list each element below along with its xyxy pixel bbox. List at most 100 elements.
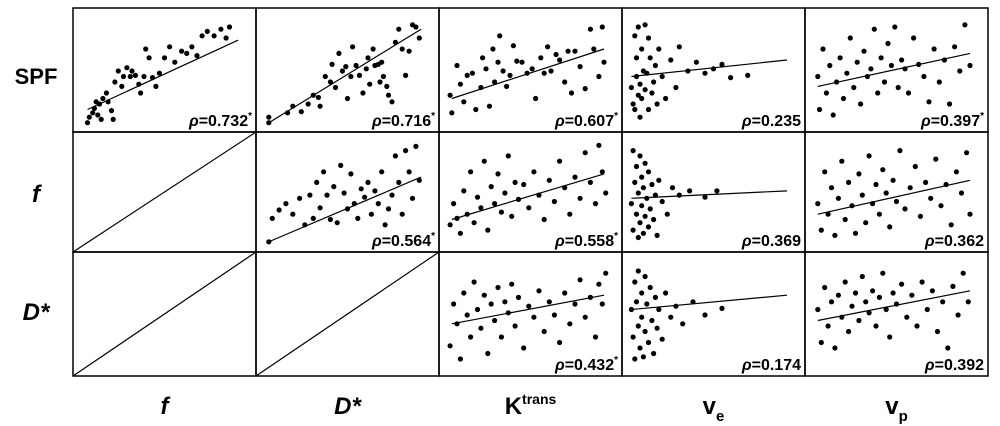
data-point [635,323,641,329]
data-point [457,356,463,362]
data-point [464,312,470,318]
data-point [825,323,831,329]
data-point [332,84,339,91]
data-point [413,143,419,149]
data-point [866,153,872,159]
data-point [644,195,650,201]
data-point [645,339,652,346]
data-point [385,206,392,212]
data-point [497,33,503,39]
data-point [859,273,865,280]
data-point [334,220,340,226]
data-point [454,62,460,69]
data-point [536,288,542,294]
data-point [852,290,859,296]
correlation-label: ρ=0.369 [741,233,801,250]
data-point [353,62,359,69]
data-point [382,222,388,228]
data-point [551,312,558,318]
data-point [362,194,368,200]
data-point [870,288,876,294]
data-point [917,213,924,219]
data-point [567,321,573,327]
data-point [514,58,520,64]
data-point [509,281,515,287]
data-point [933,156,939,162]
data-point [676,44,682,50]
data-point [512,179,518,185]
data-point [519,59,525,65]
data-point [868,66,874,72]
data-point [659,73,665,80]
data-point [587,26,594,32]
data-point [486,103,493,109]
data-point [652,294,659,300]
data-point [909,292,915,298]
data-point [651,79,657,85]
data-point [656,306,662,313]
data-point [632,279,638,285]
data-point [363,66,369,72]
scatter-cell-r0-c3: ρ=0.235 [628,22,801,130]
data-point [199,33,205,39]
data-point [936,79,942,85]
data-point [132,72,138,78]
data-point [656,46,662,52]
data-point [645,224,652,230]
scatter-cell-r0-c0: ρ=0.732* [84,24,252,130]
correlation-label: ρ=0.432* [554,355,618,374]
data-point [745,72,751,78]
data-point [883,306,889,313]
correlation-label: ρ=0.397* [920,111,984,130]
data-point [659,336,665,342]
data-point [95,112,101,118]
data-point [481,292,487,298]
data-point [269,215,275,221]
data-point [668,314,674,320]
data-point [924,306,930,313]
data-point [502,190,508,196]
data-point [635,190,641,196]
data-point [577,195,583,201]
data-point [880,270,886,276]
data-point [934,328,941,335]
data-point [483,66,489,72]
correlation-label: ρ=0.716* [371,111,435,130]
data-point [957,68,963,74]
data-point [341,190,347,196]
data-point [403,72,409,78]
data-point [310,215,316,221]
trend-line [268,28,422,124]
data-point [859,192,865,198]
data-point [290,211,296,217]
empty-cell-diagonal-r1-c0 [72,131,257,253]
data-point [461,99,467,105]
data-point [315,94,321,100]
data-point [204,28,210,34]
data-point [839,158,845,164]
data-point [541,328,547,335]
data-point [403,148,409,154]
data-point [702,70,708,76]
data-point [355,215,361,221]
data-point [642,87,648,93]
data-point [596,73,602,80]
data-point [919,279,925,285]
data-point [531,169,537,175]
data-point [890,290,896,296]
data-point [548,68,554,74]
data-point [572,48,578,54]
data-point [642,273,648,280]
data-point [98,116,104,122]
data-point [297,195,303,201]
data-point [526,303,532,309]
data-point [360,90,366,96]
data-point [822,284,828,291]
data-point [314,179,320,185]
data-point [365,179,371,185]
data-point [451,301,457,307]
data-point [856,171,862,177]
data-point [478,325,484,331]
data-point [651,216,657,223]
data-point [856,317,862,324]
